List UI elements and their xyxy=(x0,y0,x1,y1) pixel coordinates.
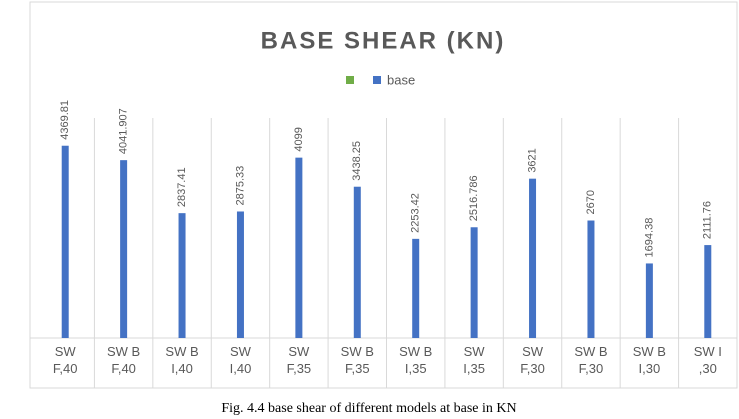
x-tick-label: SW B I,30 xyxy=(633,344,666,376)
x-tick-label: SW B F,35 xyxy=(341,344,374,376)
chart-border xyxy=(29,1,738,389)
value-label: 3438.25 xyxy=(351,141,363,181)
x-tick-label: SW I,35 xyxy=(463,344,485,376)
value-label: 2516.786 xyxy=(468,175,480,221)
bar xyxy=(61,145,69,338)
value-label: 4369.81 xyxy=(59,100,71,140)
value-label: 2670 xyxy=(585,190,597,214)
value-label: 2837.41 xyxy=(176,167,188,207)
x-tick-label: SW F,30 xyxy=(520,344,545,376)
x-tick-label: SW B I,40 xyxy=(165,344,198,376)
bar xyxy=(470,227,478,338)
bar xyxy=(529,178,537,338)
value-label: 2875.33 xyxy=(234,166,246,206)
x-tick-label: SW B I,35 xyxy=(399,344,432,376)
chart-title: BASE SHEAR (KN) xyxy=(261,27,506,54)
bar xyxy=(178,213,186,338)
value-label: 2111.76 xyxy=(702,201,714,239)
value-label: 4099 xyxy=(293,127,305,151)
legend-swatch xyxy=(346,76,354,84)
bar xyxy=(645,263,653,338)
legend-swatch xyxy=(373,76,381,84)
x-tick-label: SW B F,30 xyxy=(574,344,607,376)
value-label: 1694.38 xyxy=(643,218,655,258)
x-tick-label: SW F,35 xyxy=(287,344,312,376)
legend-label: base xyxy=(387,72,415,87)
x-tick-label: SW F,40 xyxy=(53,344,78,376)
x-tick-label: SW I ,30 xyxy=(694,344,722,376)
bar xyxy=(120,160,128,338)
x-tick-label: SW I,40 xyxy=(230,344,252,376)
value-label: 4041.907 xyxy=(118,108,130,154)
bar xyxy=(704,245,712,338)
caption: Fig. 4.4 base shear of different models … xyxy=(221,401,516,416)
bar xyxy=(412,238,420,338)
value-label: 2253.42 xyxy=(410,193,422,233)
bar xyxy=(587,220,595,338)
x-tick-label: SW B F,40 xyxy=(107,344,140,376)
bar xyxy=(236,211,244,338)
value-label: 3621 xyxy=(526,148,538,172)
bar xyxy=(353,186,361,338)
bar xyxy=(295,157,303,338)
